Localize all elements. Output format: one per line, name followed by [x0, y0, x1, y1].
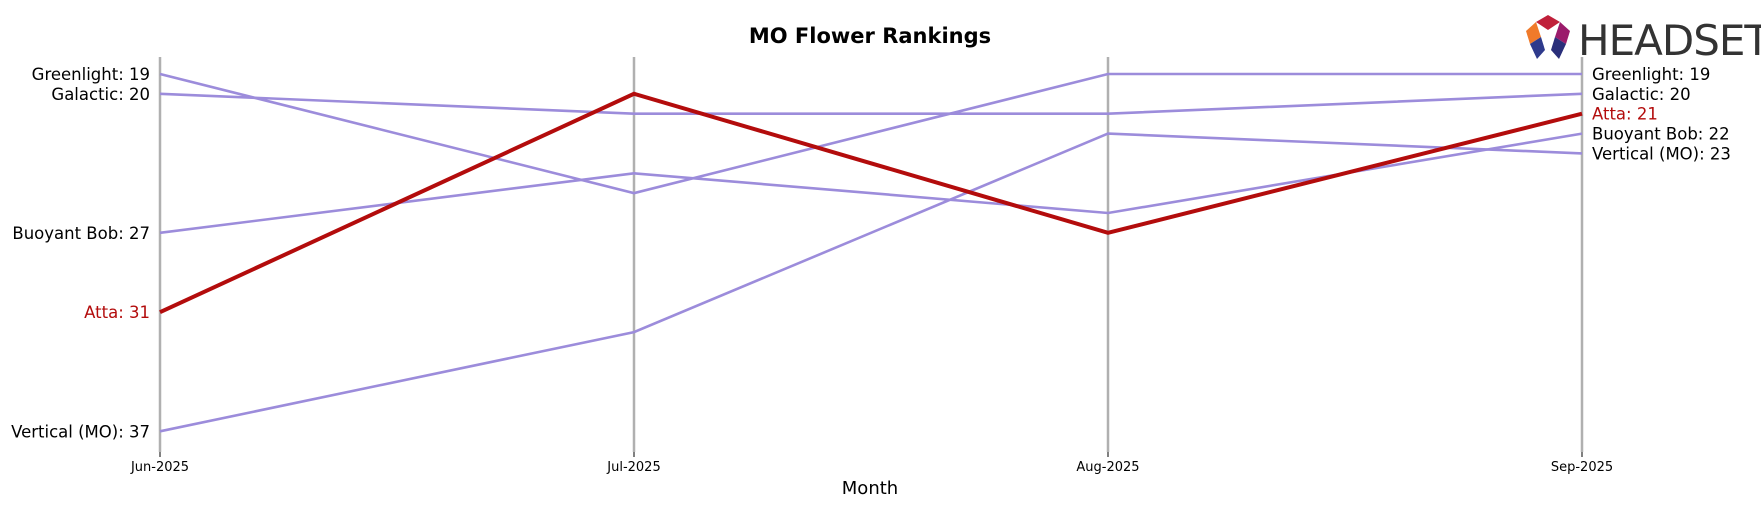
right-label: Atta: 21 — [1592, 105, 1658, 124]
left-label: Vertical (MO): 37 — [11, 422, 150, 441]
headset-logo-icon — [1526, 15, 1570, 59]
series-line-atta — [159, 91, 1583, 315]
right-label: Vertical (MO): 23 — [1592, 144, 1731, 163]
left-label: Galactic: 20 — [51, 85, 150, 104]
series-line-vertical-mo — [159, 132, 1583, 433]
headset-logo: HEADSET — [1526, 15, 1761, 65]
left-label: Greenlight: 19 — [32, 65, 150, 84]
x-tick-label: Aug-2025 — [1076, 460, 1139, 475]
left-label: Buoyant Bob: 27 — [12, 224, 150, 243]
series-line-greenlight — [159, 72, 1582, 195]
series-lines — [159, 72, 1583, 433]
right-label: Buoyant Bob: 22 — [1592, 125, 1730, 144]
gridlines — [158, 57, 1584, 452]
left-label: Atta: 31 — [84, 303, 150, 322]
x-axis-label: Month — [842, 478, 898, 499]
chart-title: MO Flower Rankings — [749, 24, 991, 48]
right-label: Galactic: 20 — [1592, 85, 1691, 104]
x-tick-label: Sep-2025 — [1551, 460, 1613, 475]
series-line-buoyant-bob — [159, 132, 1583, 235]
headset-logo-text: HEADSET — [1578, 16, 1761, 65]
series-line-galactic — [159, 92, 1583, 115]
x-tick-labels: Jun-2025 Jul-2025 Aug-2025 Sep-2025 — [130, 452, 1613, 475]
x-tick-label: Jul-2025 — [606, 460, 660, 475]
right-label: Greenlight: 19 — [1592, 65, 1710, 84]
x-tick-label: Jun-2025 — [130, 460, 189, 475]
